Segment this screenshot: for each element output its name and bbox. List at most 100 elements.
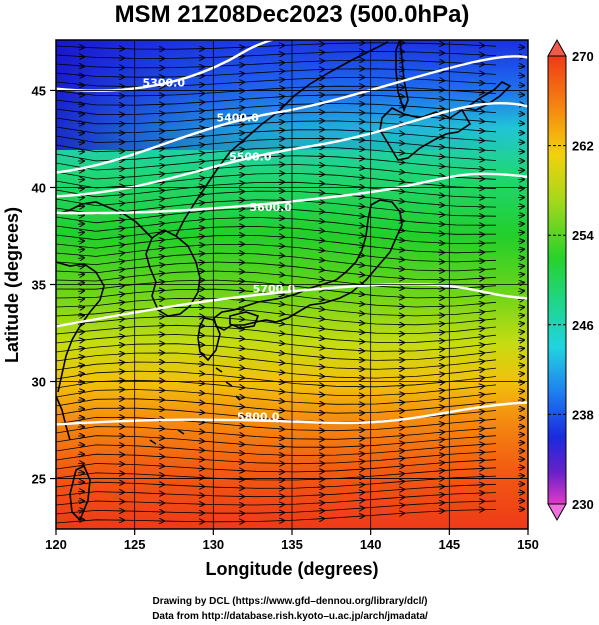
streamline-arrow — [397, 201, 404, 202]
streamline-arrow — [477, 102, 484, 103]
streamline-arrow — [437, 366, 444, 367]
streamline-arrow — [197, 178, 204, 179]
streamline-arrow — [77, 283, 84, 284]
streamline-arrow — [197, 364, 204, 365]
streamline-arrow — [437, 374, 444, 375]
streamline-arrow — [157, 165, 164, 166]
streamline — [56, 234, 497, 254]
streamline-arrow — [197, 402, 204, 403]
streamline — [56, 389, 497, 405]
streamline-arrow — [317, 202, 324, 203]
streamline-arrow — [317, 299, 324, 300]
contour-label: 5600.0 — [250, 201, 293, 214]
primorye-coast — [175, 41, 389, 237]
streamline-arrow — [437, 432, 444, 433]
streamline-arrow — [237, 397, 244, 398]
streamline-arrow — [477, 295, 484, 296]
streamline-arrow — [357, 500, 364, 501]
streamline-arrow — [277, 323, 284, 324]
streamline — [56, 252, 497, 272]
streamline-arrow — [517, 374, 524, 375]
streamline-arrow — [517, 348, 524, 349]
streamline-arrow — [237, 426, 244, 427]
credit-data: Data from http://database.rish.kyoto–u.a… — [152, 611, 428, 622]
streamline — [56, 443, 497, 456]
streamline-arrow — [517, 324, 524, 325]
streamline-arrow — [277, 265, 284, 266]
streamline-arrow — [357, 196, 364, 197]
streamline-arrow — [437, 176, 444, 177]
kuril-coast — [464, 81, 512, 111]
streamline-arrow — [157, 182, 164, 183]
contour-label: 5700.0 — [253, 282, 296, 295]
streamline-arrow — [357, 323, 364, 324]
streamline-arrow — [517, 258, 524, 259]
streamline-arrow — [477, 345, 484, 346]
streamline — [56, 459, 497, 473]
streamline-arrow — [77, 266, 84, 267]
streamline-arrow — [437, 440, 444, 441]
taiwan-coast — [69, 464, 91, 522]
streamline-arrow — [317, 269, 324, 270]
streamline-arrow — [237, 387, 244, 388]
streamline-arrow — [397, 443, 404, 444]
streamline — [56, 416, 497, 432]
streamline-arrow — [237, 338, 244, 339]
streamline-arrow — [77, 340, 84, 341]
streamline-arrow — [157, 265, 164, 266]
streamline-arrow — [437, 357, 444, 358]
streamline-arrow — [197, 431, 204, 432]
streamline — [56, 102, 497, 115]
streamline-arrow — [277, 362, 284, 363]
streamline-arrow — [517, 291, 524, 292]
streamline-arrow — [397, 411, 404, 412]
streamline-arrow — [77, 241, 84, 242]
streamline-arrow — [397, 162, 404, 163]
streamline-arrow — [477, 320, 484, 321]
streamline-arrow — [277, 353, 284, 354]
streamline-arrow — [197, 373, 204, 374]
streamline-arrow — [197, 128, 204, 129]
streamline-arrow — [117, 278, 124, 279]
streamline-arrow — [317, 357, 324, 358]
height-contour-line — [56, 401, 528, 426]
streamline-arrow — [437, 156, 444, 157]
streamline-arrow — [357, 294, 364, 295]
streamline-arrow — [357, 265, 364, 266]
streamline-arrow — [437, 382, 444, 383]
streamline-arrow — [517, 340, 524, 341]
streamline-arrow — [397, 240, 404, 241]
streamline-arrow — [397, 172, 404, 173]
ryukyu-islands — [149, 367, 241, 445]
streamline — [56, 483, 497, 498]
streamline-arrow — [477, 403, 484, 404]
streamline-arrow — [397, 143, 404, 144]
streamline-arrow — [357, 492, 364, 493]
streamline-arrow — [397, 191, 404, 192]
streamline-arrow — [477, 395, 484, 396]
streamline — [56, 155, 497, 171]
streamline-arrow — [477, 386, 484, 387]
streamline-arrow — [197, 153, 204, 154]
streamline-arrow — [237, 309, 244, 310]
streamline-arrow — [77, 291, 84, 292]
streamline-arrow — [157, 282, 164, 283]
map-title: MSM 21Z08Dec2023 (500.0hPa) — [115, 1, 470, 28]
streamline-arrow — [517, 274, 524, 275]
streamline-arrow — [237, 406, 244, 407]
streamline-arrow — [357, 168, 364, 169]
streamline-arrow — [77, 365, 84, 366]
hokkaido-coast — [379, 107, 472, 161]
streamline-arrow — [357, 304, 364, 305]
streamline — [56, 208, 497, 226]
streamline — [56, 500, 497, 515]
streamline-arrow — [477, 337, 484, 338]
streamline-arrow — [197, 219, 204, 220]
streamline-arrow — [157, 207, 164, 208]
streamline-arrow — [357, 235, 364, 236]
streamline-arrow — [437, 195, 444, 196]
streamline-arrow — [117, 261, 124, 262]
streamline-arrow — [117, 311, 124, 312]
streamline-arrow — [437, 455, 444, 456]
